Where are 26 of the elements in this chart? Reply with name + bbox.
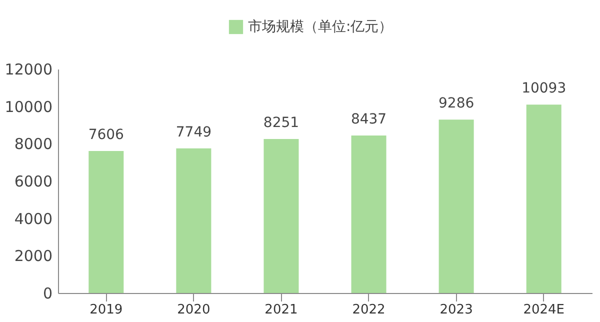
y-tick-label: 2000 (14, 247, 52, 266)
data-label: 9286 (438, 96, 474, 112)
x-tick-label: 2020 (177, 302, 210, 318)
bar (88, 151, 124, 293)
x-tick-label: 2024E (523, 302, 565, 318)
bar (264, 138, 299, 293)
y-tick-label: 12000 (4, 60, 52, 78)
y-tick-label: 10000 (4, 98, 52, 116)
x-tick-label: 2023 (440, 302, 473, 318)
x-tick-label: 2019 (90, 302, 123, 318)
y-tick-label: 4000 (14, 210, 52, 228)
bar (438, 120, 474, 293)
y-tick-label: 0 (42, 284, 52, 302)
y-tick-label: 6000 (14, 172, 52, 190)
data-label: 8251 (263, 114, 300, 131)
x-tick-label: 2021 (264, 302, 298, 318)
data-label: 7606 (88, 127, 124, 144)
bar (351, 136, 386, 293)
bar (526, 104, 562, 293)
bar (176, 148, 212, 293)
y-tick-label: 8000 (14, 135, 52, 154)
data-label: 10093 (522, 80, 566, 97)
x-tick-label: 2022 (352, 302, 386, 318)
legend-label: 市场规模（单位:亿元） (248, 19, 393, 35)
data-label: 8437 (350, 112, 387, 128)
data-label: 7749 (176, 124, 212, 140)
